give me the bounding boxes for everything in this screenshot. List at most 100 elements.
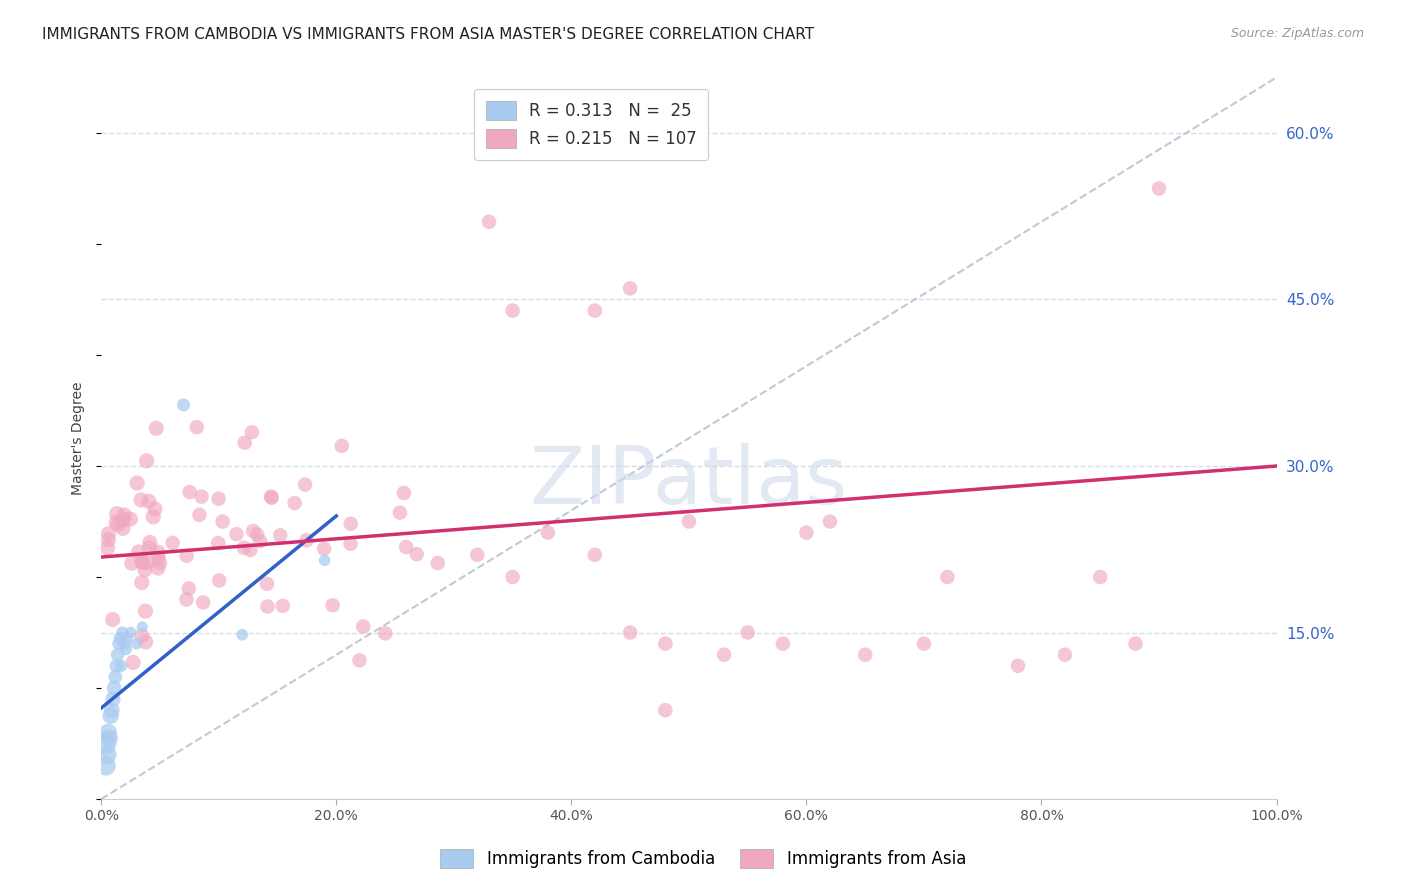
- Point: [465, 548, 488, 562]
- Point: [191, 595, 214, 609]
- Point: [654, 637, 676, 651]
- Point: [135, 556, 157, 570]
- Point: [537, 525, 560, 540]
- Point: [207, 491, 229, 506]
- Y-axis label: Master's Degree: Master's Degree: [72, 382, 86, 495]
- Point: [134, 563, 156, 577]
- Point: [583, 303, 606, 318]
- Point: [240, 425, 263, 440]
- Point: [246, 527, 269, 541]
- Point: [138, 494, 160, 508]
- Legend: R = 0.313   N =  25, R = 0.215   N = 107: R = 0.313 N = 25, R = 0.215 N = 107: [474, 89, 709, 160]
- Point: [314, 541, 336, 556]
- Point: [284, 496, 307, 510]
- Point: [190, 490, 212, 504]
- Point: [103, 681, 125, 695]
- Point: [232, 541, 254, 555]
- Point: [176, 592, 198, 607]
- Point: [269, 528, 291, 542]
- Point: [128, 545, 150, 559]
- Point: [110, 658, 132, 673]
- Point: [108, 637, 131, 651]
- Point: [131, 629, 153, 643]
- Point: [105, 507, 128, 521]
- Point: [162, 536, 184, 550]
- Point: [352, 619, 374, 633]
- Point: [139, 535, 162, 549]
- Point: [176, 549, 198, 563]
- Point: [122, 656, 145, 670]
- Point: [231, 628, 253, 642]
- Point: [426, 556, 449, 570]
- Point: [115, 642, 138, 657]
- Point: [271, 599, 294, 613]
- Point: [654, 703, 676, 717]
- Point: [146, 550, 169, 565]
- Point: [101, 692, 124, 706]
- Point: [100, 708, 122, 723]
- Point: [115, 631, 138, 645]
- Point: [131, 575, 153, 590]
- Point: [131, 555, 153, 569]
- Point: [188, 508, 211, 522]
- Point: [112, 513, 135, 527]
- Point: [98, 731, 121, 745]
- Point: [233, 435, 256, 450]
- Point: [330, 439, 353, 453]
- Text: ZIPatlas: ZIPatlas: [530, 442, 848, 521]
- Point: [502, 303, 524, 318]
- Point: [105, 658, 128, 673]
- Point: [149, 556, 172, 570]
- Point: [107, 648, 129, 662]
- Point: [392, 486, 415, 500]
- Point: [120, 625, 142, 640]
- Point: [186, 420, 208, 434]
- Point: [125, 637, 148, 651]
- Point: [107, 517, 129, 532]
- Point: [208, 574, 231, 588]
- Point: [339, 516, 361, 531]
- Point: [583, 548, 606, 562]
- Point: [101, 613, 124, 627]
- Point: [772, 637, 794, 651]
- Point: [395, 540, 418, 554]
- Point: [502, 570, 524, 584]
- Point: [142, 509, 165, 524]
- Point: [314, 553, 336, 567]
- Point: [120, 512, 142, 526]
- Point: [256, 599, 278, 614]
- Point: [131, 620, 153, 634]
- Point: [105, 516, 128, 530]
- Point: [294, 477, 316, 491]
- Point: [111, 521, 134, 535]
- Point: [388, 506, 411, 520]
- Point: [1090, 570, 1112, 584]
- Point: [94, 758, 117, 772]
- Point: [374, 626, 396, 640]
- Point: [97, 526, 120, 541]
- Point: [936, 570, 959, 584]
- Point: [619, 625, 641, 640]
- Point: [173, 398, 195, 412]
- Point: [249, 534, 271, 549]
- Point: [101, 703, 124, 717]
- Point: [132, 555, 155, 569]
- Point: [339, 537, 361, 551]
- Point: [260, 490, 283, 504]
- Point: [97, 533, 120, 547]
- Point: [104, 670, 127, 684]
- Point: [912, 637, 935, 651]
- Point: [1053, 648, 1076, 662]
- Point: [478, 215, 501, 229]
- Point: [853, 648, 876, 662]
- Point: [121, 556, 143, 570]
- Point: [678, 515, 700, 529]
- Point: [1125, 637, 1147, 651]
- Text: Source: ZipAtlas.com: Source: ZipAtlas.com: [1230, 27, 1364, 40]
- Point: [713, 648, 735, 662]
- Text: IMMIGRANTS FROM CAMBODIA VS IMMIGRANTS FROM ASIA MASTER'S DEGREE CORRELATION CHA: IMMIGRANTS FROM CAMBODIA VS IMMIGRANTS F…: [42, 27, 814, 42]
- Point: [242, 524, 264, 538]
- Point: [260, 491, 283, 505]
- Point: [211, 515, 233, 529]
- Point: [145, 421, 167, 435]
